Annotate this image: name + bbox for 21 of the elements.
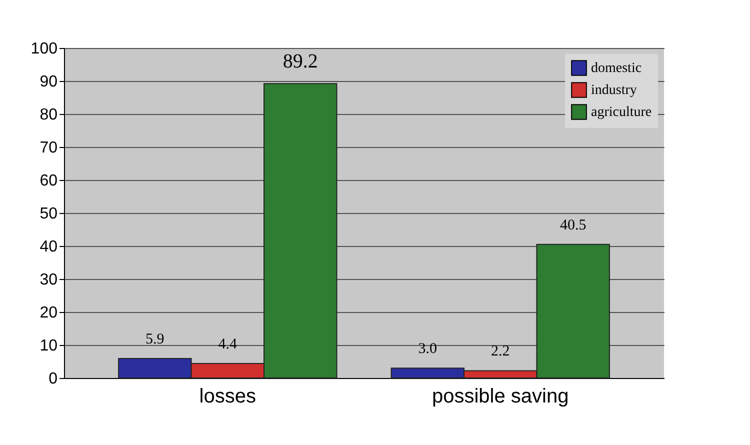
data-label: 89.2	[282, 50, 318, 73]
data-label: 2.2	[490, 344, 510, 360]
y-tick-label: 100	[30, 40, 58, 58]
y-tick-label: 30	[40, 272, 58, 288]
legend-label: industry	[591, 83, 637, 98]
y-tick-label: 90	[40, 74, 58, 90]
y-tick-label: 80	[40, 106, 58, 124]
y-tick-label: 0	[48, 370, 58, 388]
y-tick-label: 20	[40, 304, 58, 322]
legend-label: agriculture	[591, 105, 652, 120]
data-label: 3.0	[418, 341, 438, 358]
x-tick-label: losses	[199, 386, 256, 408]
legend-label: domestic	[591, 61, 642, 76]
data-label: 40.5	[560, 217, 586, 234]
y-tick-label: 10	[40, 338, 58, 354]
y-tick-label: 40	[40, 238, 58, 256]
y-tick-label: 60	[40, 172, 58, 190]
data-label: 5.9	[146, 332, 164, 348]
y-tick-label: 70	[40, 140, 58, 156]
y-tick-label: 50	[40, 206, 58, 222]
x-tick-label: possible saving	[432, 386, 569, 408]
